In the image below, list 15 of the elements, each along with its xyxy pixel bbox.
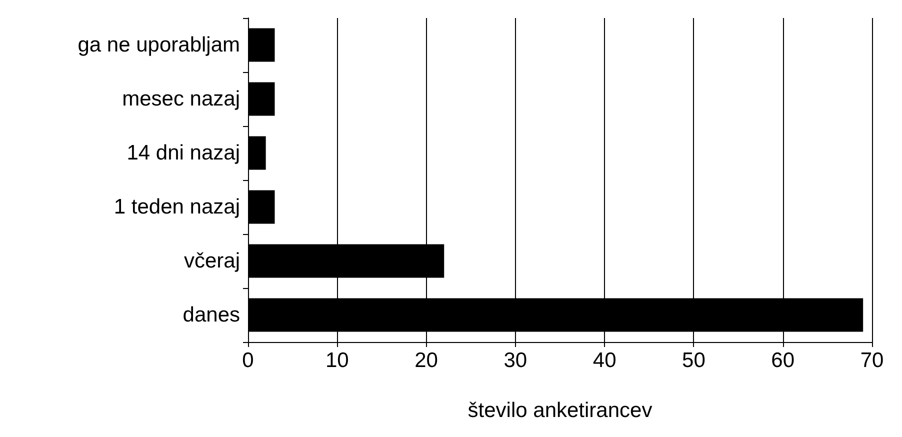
y-tick-label: danes — [182, 304, 240, 326]
x-tick-label: 30 — [504, 349, 528, 372]
x-tick-label: 20 — [414, 349, 438, 372]
y-tick-label: mesec nazaj — [122, 88, 240, 110]
x-tick-label: 50 — [682, 349, 706, 372]
y-tick-label: 1 teden nazaj — [114, 196, 240, 218]
x-tick-label: 60 — [771, 349, 795, 372]
x-tick-label: 70 — [860, 349, 884, 372]
x-tick-label: 40 — [592, 349, 616, 372]
y-tick-label: ga ne uporabljam — [78, 34, 240, 56]
x-tick-label: 0 — [242, 349, 254, 372]
y-tick-label: včeraj — [184, 250, 240, 272]
x-axis-title: število anketirancev — [468, 399, 653, 422]
x-tick-label: 10 — [325, 349, 349, 372]
y-tick-label: 14 dni nazaj — [126, 142, 240, 164]
